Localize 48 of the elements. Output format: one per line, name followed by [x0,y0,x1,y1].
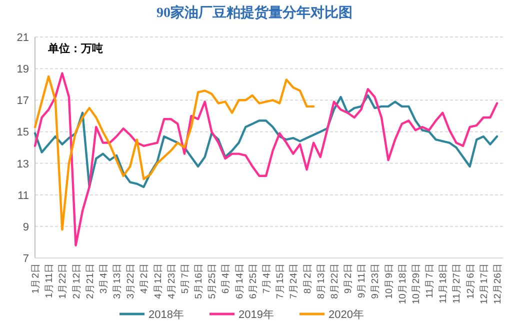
x-tick-label: 9月11日 [356,263,368,298]
x-tick-label: 8月2日 [302,263,314,294]
y-tick-label: 17 [16,95,29,108]
x-tick-label: 3月22日 [126,263,137,299]
x-tick-label: 7月4日 [262,263,272,294]
x-tick-label: 1月2日 [30,263,42,294]
x-tick-label: 4月2日 [139,263,150,294]
y-tick-label: 13 [16,158,29,170]
x-tick-label: 3月4日 [98,263,110,294]
x-tick-label: 10月29日 [410,263,422,304]
y-tick-label: 11 [18,190,29,202]
legend-label: 2018年 [148,309,184,321]
x-tick-label: 4月23日 [166,263,178,299]
x-tick-label: 9月2日 [343,263,354,294]
x-tick-label: 8月22日 [329,263,340,299]
x-tick-label: 11月18日 [438,263,450,304]
x-tick-label: 10月18日 [397,263,408,304]
x-tick-label: 3月13日 [112,263,124,299]
x-tick-label: 2月12日 [71,263,82,299]
x-tick-label: 6月4日 [220,263,232,294]
x-tick-label: 1月22日 [58,263,69,299]
annotation: 单位：万吨 [47,42,103,55]
x-tick-label: 10月9日 [384,263,395,299]
x-tick-label: 6月14日 [234,263,246,299]
y-tick-label: 9 [22,221,29,234]
x-tick-label: 7月24日 [288,263,300,299]
x-tick-label: 5月7日 [180,263,191,294]
title: 90家油厂豆粕提货量分年对比图 [156,6,352,21]
legend-label: 2020年 [328,309,364,321]
x-tick-label: 1月11日 [44,263,56,298]
x-tick-label: 8月13日 [316,263,327,299]
x-tick-label: 12月26日 [492,263,504,304]
x-tick-label: 5月25日 [207,263,218,299]
x-tick-label: 12月6日 [465,263,476,299]
x-tick-label: 12月17日 [478,263,490,304]
y-tick-label: 21 [16,32,29,44]
x-tick-label: 11月27日 [452,263,463,304]
x-tick-label: 7月15日 [275,263,286,299]
x-tick-label: 6月25日 [248,263,259,299]
x-tick-label: 11月7日 [424,263,436,298]
y-tick-label: 19 [16,64,29,76]
legend-label: 2019年 [238,309,274,321]
x-tick-label: 9月23日 [370,263,382,299]
y-tick-label: 15 [16,126,29,139]
x-tick-label: 4月12日 [152,263,164,299]
x-tick-label: 5月16日 [194,263,205,299]
y-tick-label: 7 [22,253,29,265]
x-tick-label: 2月21日 [84,263,96,299]
